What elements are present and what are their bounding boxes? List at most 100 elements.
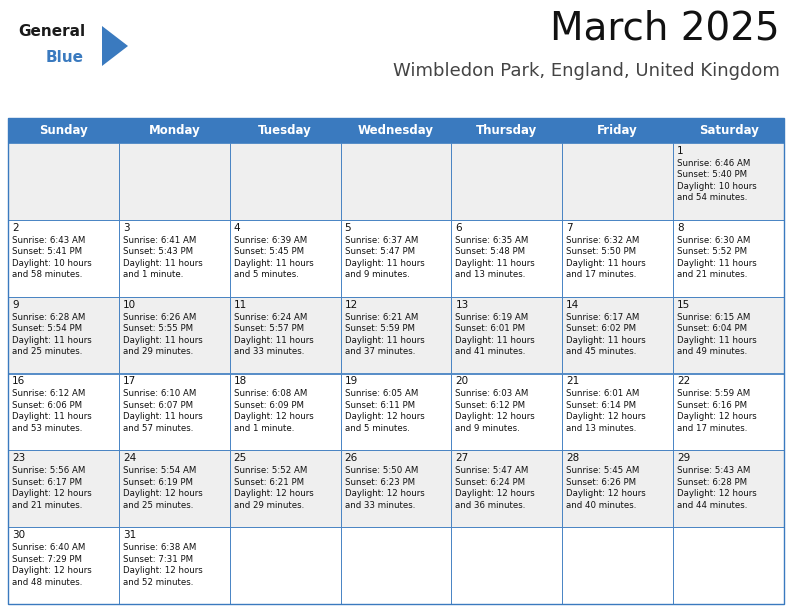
- Text: 24: 24: [123, 453, 136, 463]
- Text: Sunrise: 6:12 AM
Sunset: 6:06 PM
Daylight: 11 hours
and 53 minutes.: Sunrise: 6:12 AM Sunset: 6:06 PM Dayligh…: [12, 389, 92, 433]
- Text: Sunrise: 5:50 AM
Sunset: 6:23 PM
Daylight: 12 hours
and 33 minutes.: Sunrise: 5:50 AM Sunset: 6:23 PM Dayligh…: [345, 466, 425, 510]
- Bar: [673, 297, 784, 373]
- Bar: [562, 297, 673, 373]
- Bar: [341, 450, 451, 527]
- Text: Sunrise: 6:32 AM
Sunset: 5:50 PM
Daylight: 11 hours
and 17 minutes.: Sunrise: 6:32 AM Sunset: 5:50 PM Dayligh…: [566, 236, 646, 279]
- Bar: [451, 527, 562, 604]
- Text: 20: 20: [455, 376, 469, 387]
- Text: Sunrise: 6:41 AM
Sunset: 5:43 PM
Daylight: 11 hours
and 1 minute.: Sunrise: 6:41 AM Sunset: 5:43 PM Dayligh…: [123, 236, 203, 279]
- Bar: [562, 143, 673, 220]
- Text: Sunrise: 6:08 AM
Sunset: 6:09 PM
Daylight: 12 hours
and 1 minute.: Sunrise: 6:08 AM Sunset: 6:09 PM Dayligh…: [234, 389, 314, 433]
- Polygon shape: [102, 26, 128, 66]
- Bar: [341, 527, 451, 604]
- Text: Sunrise: 6:10 AM
Sunset: 6:07 PM
Daylight: 11 hours
and 57 minutes.: Sunrise: 6:10 AM Sunset: 6:07 PM Dayligh…: [123, 389, 203, 433]
- Text: Sunrise: 5:52 AM
Sunset: 6:21 PM
Daylight: 12 hours
and 29 minutes.: Sunrise: 5:52 AM Sunset: 6:21 PM Dayligh…: [234, 466, 314, 510]
- Text: Wimbledon Park, England, United Kingdom: Wimbledon Park, England, United Kingdom: [393, 62, 780, 80]
- Text: Sunrise: 6:46 AM
Sunset: 5:40 PM
Daylight: 10 hours
and 54 minutes.: Sunrise: 6:46 AM Sunset: 5:40 PM Dayligh…: [677, 159, 757, 203]
- Text: Sunrise: 5:59 AM
Sunset: 6:16 PM
Daylight: 12 hours
and 17 minutes.: Sunrise: 5:59 AM Sunset: 6:16 PM Dayligh…: [677, 389, 757, 433]
- Text: Sunrise: 5:54 AM
Sunset: 6:19 PM
Daylight: 12 hours
and 25 minutes.: Sunrise: 5:54 AM Sunset: 6:19 PM Dayligh…: [123, 466, 203, 510]
- Bar: [341, 220, 451, 297]
- Text: Sunrise: 6:39 AM
Sunset: 5:45 PM
Daylight: 11 hours
and 5 minutes.: Sunrise: 6:39 AM Sunset: 5:45 PM Dayligh…: [234, 236, 314, 279]
- Text: Sunrise: 6:26 AM
Sunset: 5:55 PM
Daylight: 11 hours
and 29 minutes.: Sunrise: 6:26 AM Sunset: 5:55 PM Dayligh…: [123, 313, 203, 356]
- Text: 19: 19: [345, 376, 358, 387]
- Bar: [451, 297, 562, 373]
- Text: 25: 25: [234, 453, 247, 463]
- Text: Sunrise: 6:37 AM
Sunset: 5:47 PM
Daylight: 11 hours
and 9 minutes.: Sunrise: 6:37 AM Sunset: 5:47 PM Dayligh…: [345, 236, 425, 279]
- Text: 31: 31: [123, 530, 136, 540]
- Bar: [673, 373, 784, 450]
- Bar: [230, 527, 341, 604]
- Text: 28: 28: [566, 453, 580, 463]
- Bar: [8, 143, 119, 220]
- Bar: [8, 220, 119, 297]
- Text: 3: 3: [123, 223, 129, 233]
- Bar: [230, 373, 341, 450]
- Text: Sunrise: 6:28 AM
Sunset: 5:54 PM
Daylight: 11 hours
and 25 minutes.: Sunrise: 6:28 AM Sunset: 5:54 PM Dayligh…: [12, 313, 92, 356]
- Bar: [673, 450, 784, 527]
- Text: 7: 7: [566, 223, 573, 233]
- Bar: [8, 118, 784, 604]
- Text: Sunrise: 6:35 AM
Sunset: 5:48 PM
Daylight: 11 hours
and 13 minutes.: Sunrise: 6:35 AM Sunset: 5:48 PM Dayligh…: [455, 236, 535, 279]
- Text: Monday: Monday: [148, 124, 200, 137]
- Text: Sunrise: 5:43 AM
Sunset: 6:28 PM
Daylight: 12 hours
and 44 minutes.: Sunrise: 5:43 AM Sunset: 6:28 PM Dayligh…: [677, 466, 757, 510]
- Bar: [562, 527, 673, 604]
- Text: Sunrise: 6:43 AM
Sunset: 5:41 PM
Daylight: 10 hours
and 58 minutes.: Sunrise: 6:43 AM Sunset: 5:41 PM Dayligh…: [12, 236, 92, 279]
- Bar: [230, 143, 341, 220]
- Bar: [119, 143, 230, 220]
- Text: 29: 29: [677, 453, 691, 463]
- Bar: [119, 220, 230, 297]
- Text: Sunrise: 5:56 AM
Sunset: 6:17 PM
Daylight: 12 hours
and 21 minutes.: Sunrise: 5:56 AM Sunset: 6:17 PM Dayligh…: [12, 466, 92, 510]
- Bar: [341, 373, 451, 450]
- Bar: [8, 527, 119, 604]
- Text: 5: 5: [345, 223, 351, 233]
- Bar: [8, 373, 119, 450]
- Bar: [119, 373, 230, 450]
- Bar: [673, 527, 784, 604]
- Text: Sunrise: 6:19 AM
Sunset: 6:01 PM
Daylight: 11 hours
and 41 minutes.: Sunrise: 6:19 AM Sunset: 6:01 PM Dayligh…: [455, 313, 535, 356]
- Text: 15: 15: [677, 300, 691, 310]
- Text: Sunrise: 5:45 AM
Sunset: 6:26 PM
Daylight: 12 hours
and 40 minutes.: Sunrise: 5:45 AM Sunset: 6:26 PM Dayligh…: [566, 466, 646, 510]
- Text: 8: 8: [677, 223, 683, 233]
- Bar: [451, 143, 562, 220]
- Bar: [451, 373, 562, 450]
- Text: 27: 27: [455, 453, 469, 463]
- Bar: [119, 297, 230, 373]
- Text: Tuesday: Tuesday: [258, 124, 312, 137]
- Text: 26: 26: [345, 453, 358, 463]
- Bar: [119, 450, 230, 527]
- Bar: [673, 220, 784, 297]
- Text: 30: 30: [12, 530, 25, 540]
- Text: 11: 11: [234, 300, 247, 310]
- Text: Wednesday: Wednesday: [358, 124, 434, 137]
- Text: 14: 14: [566, 300, 580, 310]
- Text: 10: 10: [123, 300, 136, 310]
- Bar: [562, 220, 673, 297]
- Bar: [451, 450, 562, 527]
- Text: 18: 18: [234, 376, 247, 387]
- Bar: [119, 527, 230, 604]
- Text: March 2025: March 2025: [550, 10, 780, 48]
- Text: 17: 17: [123, 376, 136, 387]
- Text: 21: 21: [566, 376, 580, 387]
- Bar: [451, 220, 562, 297]
- Text: 9: 9: [12, 300, 19, 310]
- Text: Sunrise: 6:40 AM
Sunset: 7:29 PM
Daylight: 12 hours
and 48 minutes.: Sunrise: 6:40 AM Sunset: 7:29 PM Dayligh…: [12, 543, 92, 586]
- Bar: [562, 450, 673, 527]
- Text: Sunrise: 6:03 AM
Sunset: 6:12 PM
Daylight: 12 hours
and 9 minutes.: Sunrise: 6:03 AM Sunset: 6:12 PM Dayligh…: [455, 389, 535, 433]
- Text: Sunrise: 6:01 AM
Sunset: 6:14 PM
Daylight: 12 hours
and 13 minutes.: Sunrise: 6:01 AM Sunset: 6:14 PM Dayligh…: [566, 389, 646, 433]
- Text: 1: 1: [677, 146, 683, 156]
- Text: 6: 6: [455, 223, 462, 233]
- Text: Sunrise: 6:24 AM
Sunset: 5:57 PM
Daylight: 11 hours
and 33 minutes.: Sunrise: 6:24 AM Sunset: 5:57 PM Dayligh…: [234, 313, 314, 356]
- Bar: [562, 373, 673, 450]
- Bar: [8, 450, 119, 527]
- Text: Friday: Friday: [597, 124, 638, 137]
- Text: Sunrise: 6:30 AM
Sunset: 5:52 PM
Daylight: 11 hours
and 21 minutes.: Sunrise: 6:30 AM Sunset: 5:52 PM Dayligh…: [677, 236, 757, 279]
- Text: Sunrise: 6:05 AM
Sunset: 6:11 PM
Daylight: 12 hours
and 5 minutes.: Sunrise: 6:05 AM Sunset: 6:11 PM Dayligh…: [345, 389, 425, 433]
- Bar: [673, 143, 784, 220]
- Text: 16: 16: [12, 376, 25, 387]
- Text: 12: 12: [345, 300, 358, 310]
- Text: Sunrise: 6:15 AM
Sunset: 6:04 PM
Daylight: 11 hours
and 49 minutes.: Sunrise: 6:15 AM Sunset: 6:04 PM Dayligh…: [677, 313, 757, 356]
- Text: General: General: [18, 24, 85, 39]
- Text: Sunrise: 6:21 AM
Sunset: 5:59 PM
Daylight: 11 hours
and 37 minutes.: Sunrise: 6:21 AM Sunset: 5:59 PM Dayligh…: [345, 313, 425, 356]
- Text: 2: 2: [12, 223, 19, 233]
